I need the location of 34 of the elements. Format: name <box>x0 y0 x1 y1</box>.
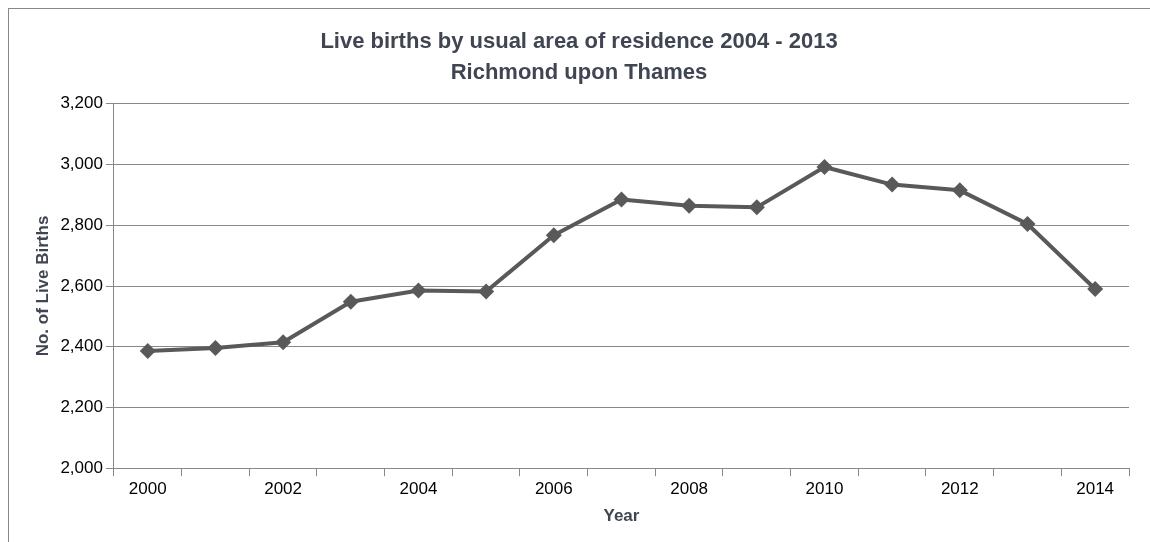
point <box>342 293 359 310</box>
chart-subtitle: Richmond upon Thames <box>450 58 708 84</box>
point <box>748 199 765 216</box>
point <box>884 176 901 193</box>
y-tick-label: 3,000 <box>60 154 103 174</box>
y-tick-label: 2,800 <box>60 214 103 234</box>
point <box>478 283 495 300</box>
x-tick-label: 2006 <box>534 479 573 499</box>
y-tick-label: 2,600 <box>60 275 103 295</box>
x-tick-label: 2012 <box>940 479 979 499</box>
point <box>275 334 292 351</box>
y-tick-label: 2,400 <box>60 336 103 356</box>
x-tick-label: 2000 <box>128 479 167 499</box>
point <box>139 342 156 359</box>
x-tick-label: 2004 <box>399 479 438 499</box>
x-tick-label: 2002 <box>264 479 303 499</box>
point <box>410 282 427 299</box>
point <box>1087 281 1104 298</box>
y-tick-label: 3,200 <box>60 93 103 113</box>
y-axis-title: No. of Live Births <box>32 215 52 357</box>
y-tick-label: 2,200 <box>60 397 103 417</box>
point <box>681 197 698 214</box>
point <box>207 339 224 356</box>
x-tick-label: 2008 <box>670 479 709 499</box>
point <box>613 191 630 208</box>
chart-title: Live births by usual area of residence 2004 - 2013 <box>320 28 838 54</box>
x-axis-title: Year <box>603 506 640 526</box>
point <box>1019 216 1036 233</box>
point <box>951 182 968 199</box>
x-tick-label: 2014 <box>1076 479 1115 499</box>
point <box>816 158 833 175</box>
point <box>545 227 562 244</box>
x-tick-label: 2010 <box>805 479 844 499</box>
y-tick-label: 2,000 <box>60 457 103 477</box>
